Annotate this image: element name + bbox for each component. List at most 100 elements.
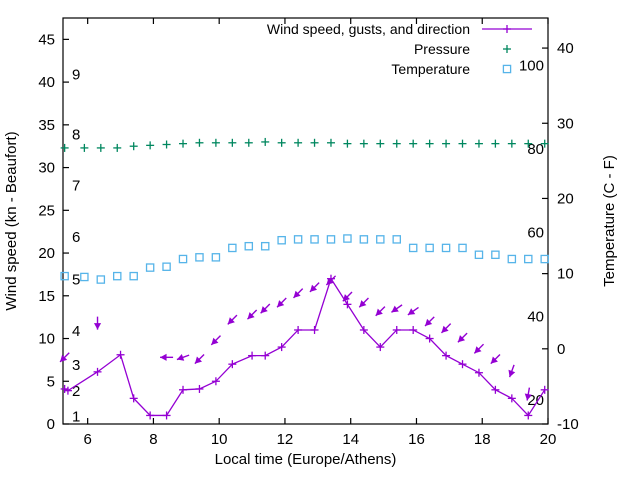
x-tick-label: 12 [277,431,294,448]
pressure-point [376,139,385,148]
wind-speed-point [162,411,171,420]
wind-direction-arrow [457,332,468,343]
arrow-head [474,346,482,354]
wind-direction-arrow [309,282,320,293]
wind-speed-point [277,343,286,352]
beaufort-label: 3 [72,357,80,374]
beaufort-label: 8 [72,126,80,143]
x-tick-label: 16 [408,431,425,448]
pressure-point [277,138,286,147]
y2-tick-label: 40 [557,40,574,57]
wind-speed-point [248,351,257,360]
pressure-point [310,138,319,147]
wind-direction-arrow [176,353,190,361]
pressure-point [211,138,220,147]
wind-speed-point [392,325,401,334]
series-gust-direction-arrows [59,275,532,401]
wind-direction-arrow [375,306,386,317]
wind-direction-arrow [276,297,287,308]
wind-direction-arrow [325,275,337,286]
temperature-point [60,271,69,281]
pressure-point [540,139,549,148]
wind-speed-point [540,385,549,394]
x-axis-title: Local time (Europe/Athens) [215,451,397,468]
y2-tick-label: 30 [557,115,574,132]
legend-label-2: Temperature [391,61,470,77]
y-tick-label: 25 [38,202,55,219]
pressure-point [474,139,483,148]
y2-tick-label: 10 [557,266,574,283]
arrow-head [293,290,301,298]
legend-key-square [502,64,512,74]
wind-speed-point [343,300,352,309]
temperature-point [359,235,369,244]
wind-direction-arrow [490,353,501,365]
wind-speed-point [146,411,155,420]
y-tick-label: 30 [38,160,55,177]
wind-speed-point [310,325,319,334]
wind-direction-arrow [424,316,435,327]
wind-direction-arrow [524,387,532,401]
arrow-head [247,312,255,320]
arrow-head [342,294,350,302]
wind-direction-arrow [59,352,70,363]
wind-direction-arrow [407,306,419,316]
wind-speed-point [179,385,188,394]
pressure-point [294,138,303,147]
temperature-point [524,254,533,264]
temperature-point [195,253,204,262]
pressure-point [113,143,122,152]
fahrenheit-label: 40 [527,309,544,326]
pressure-point [524,139,533,148]
arrow-head [425,318,433,327]
temperature-point [211,253,221,262]
arrow-head [508,369,516,378]
temperature-point [178,254,188,264]
arrow-head [407,308,416,315]
y-tick-label: 5 [47,373,55,390]
pressure-point [261,137,270,146]
legend-label-0: Wind speed, gusts, and direction [267,21,470,37]
wind-speed-point [507,394,516,403]
temperature-point [376,235,385,244]
x-tick-label: 10 [211,431,228,448]
beaufort-label: 9 [72,67,80,84]
plot-frame [62,17,549,425]
y-axis-title: Wind speed (kn - Beaufort) [3,131,20,310]
arrow-head [375,308,383,316]
wind-direction-arrow [160,353,174,361]
temperature-point [145,263,155,272]
arrow-head [277,300,285,308]
arrow-head [309,284,318,292]
arrow-head [260,306,268,314]
pressure-point [507,139,516,148]
temperature-point [96,275,106,284]
arrow-head [490,356,498,364]
pressure-point [146,141,155,150]
beaufort-label: 4 [72,323,80,340]
wind-speed-point [116,350,125,359]
arrow-head [391,305,399,313]
wind-direction-arrow [473,343,485,354]
pressure-point [179,139,188,148]
wind-direction-arrow [260,303,271,314]
y-tick-label: 15 [38,288,55,305]
fahrenheit-label: 100 [519,58,544,75]
wind-speed-point [442,351,451,360]
arrow-head [359,300,367,308]
x-tick-label: 6 [83,431,91,448]
wind-speed-point [458,360,467,369]
wind-speed-point [359,325,368,334]
temperature-point [458,243,467,253]
wind-speed-point [474,368,483,377]
temperature-point [162,262,171,271]
y2-tick-label: 0 [557,341,565,358]
arrow-head [211,337,219,345]
arrow-head [93,323,102,330]
y-tick-label: 20 [38,245,55,262]
pressure-point [392,139,401,148]
temperature-point [326,235,336,244]
wind-speed-point [376,343,385,352]
wind-speed-point [228,360,237,369]
